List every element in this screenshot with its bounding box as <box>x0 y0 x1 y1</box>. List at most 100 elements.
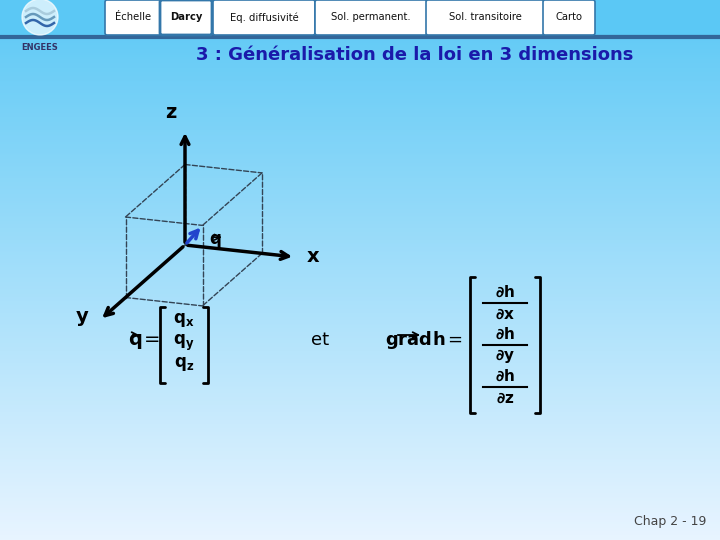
Bar <box>0 534 720 535</box>
Bar <box>0 152 720 154</box>
Bar <box>0 258 720 259</box>
Bar <box>0 491 720 492</box>
Bar <box>0 4 720 5</box>
Bar <box>0 333 720 335</box>
Bar <box>0 338 720 339</box>
Bar <box>0 219 720 220</box>
Bar <box>0 255 720 256</box>
Bar <box>0 448 720 449</box>
Bar <box>0 38 720 39</box>
Bar <box>0 343 720 345</box>
Bar <box>0 40 720 42</box>
Bar <box>0 35 720 36</box>
Bar <box>0 305 720 306</box>
Text: $\mathbf{\partial z}$: $\mathbf{\partial z}$ <box>496 390 514 406</box>
Text: $\mathbf{\partial h}$: $\mathbf{\partial h}$ <box>495 284 515 300</box>
Bar <box>0 140 720 141</box>
Bar <box>0 373 720 374</box>
Bar <box>0 523 720 524</box>
Bar <box>0 475 720 476</box>
Bar <box>0 103 720 104</box>
Bar <box>0 357 720 359</box>
Bar <box>0 464 720 465</box>
Bar <box>0 389 720 390</box>
Bar <box>0 359 720 361</box>
Bar <box>0 162 720 163</box>
FancyBboxPatch shape <box>426 0 544 35</box>
Bar <box>0 431 720 432</box>
Bar <box>0 530 720 532</box>
Bar <box>0 3 720 4</box>
Bar <box>0 416 720 417</box>
Bar <box>0 123 720 124</box>
Bar <box>0 472 720 474</box>
Bar <box>0 281 720 282</box>
Bar <box>0 521 720 523</box>
Bar <box>0 449 720 451</box>
Bar <box>0 201 720 202</box>
Bar <box>0 498 720 500</box>
Bar <box>0 49 720 50</box>
Bar <box>0 120 720 122</box>
Bar <box>0 350 720 351</box>
Bar <box>0 127 720 128</box>
Bar <box>0 246 720 247</box>
Bar <box>0 96 720 97</box>
Text: Sol. permanent.: Sol. permanent. <box>331 12 411 23</box>
Bar <box>0 192 720 193</box>
Bar <box>0 332 720 333</box>
Bar <box>0 301 720 302</box>
Bar <box>0 89 720 90</box>
Bar <box>0 226 720 227</box>
Bar <box>0 269 720 270</box>
Bar <box>0 490 720 491</box>
Bar <box>0 12 720 14</box>
Bar <box>0 524 720 525</box>
Bar <box>0 230 720 231</box>
Bar <box>0 282 720 284</box>
Bar <box>0 519 720 521</box>
Bar <box>0 379 720 381</box>
Bar <box>0 497 720 498</box>
Bar <box>0 372 720 373</box>
Bar <box>0 406 720 408</box>
Bar <box>0 36 720 38</box>
Bar <box>0 224 720 226</box>
Bar <box>0 46 720 47</box>
Bar <box>0 252 720 254</box>
Bar <box>0 112 720 113</box>
Bar <box>0 105 720 106</box>
Bar <box>0 375 720 377</box>
Bar <box>0 492 720 494</box>
Bar <box>0 6 720 8</box>
Bar <box>0 487 720 489</box>
Bar <box>0 43 720 45</box>
Bar <box>0 415 720 416</box>
Bar <box>0 11 720 12</box>
Bar <box>0 422 720 424</box>
Bar <box>0 278 720 280</box>
Bar <box>0 212 720 213</box>
Bar <box>0 270 720 271</box>
Bar <box>0 432 720 433</box>
Bar <box>0 518 720 519</box>
Bar <box>0 410 720 411</box>
Bar <box>0 401 720 402</box>
Bar <box>0 221 720 222</box>
Bar <box>0 102 720 103</box>
Bar <box>0 167 720 168</box>
Bar <box>0 104 720 105</box>
Bar <box>0 56 720 57</box>
Bar <box>0 535 720 536</box>
Bar <box>0 25 720 27</box>
Bar <box>0 267 720 269</box>
Bar <box>0 200 720 201</box>
Bar <box>0 233 720 235</box>
Bar <box>0 33 720 35</box>
Bar <box>0 249 720 251</box>
FancyBboxPatch shape <box>105 0 161 35</box>
Bar <box>0 237 720 238</box>
FancyBboxPatch shape <box>213 0 315 35</box>
Text: ENGEES: ENGEES <box>22 43 58 51</box>
Bar <box>0 325 720 327</box>
